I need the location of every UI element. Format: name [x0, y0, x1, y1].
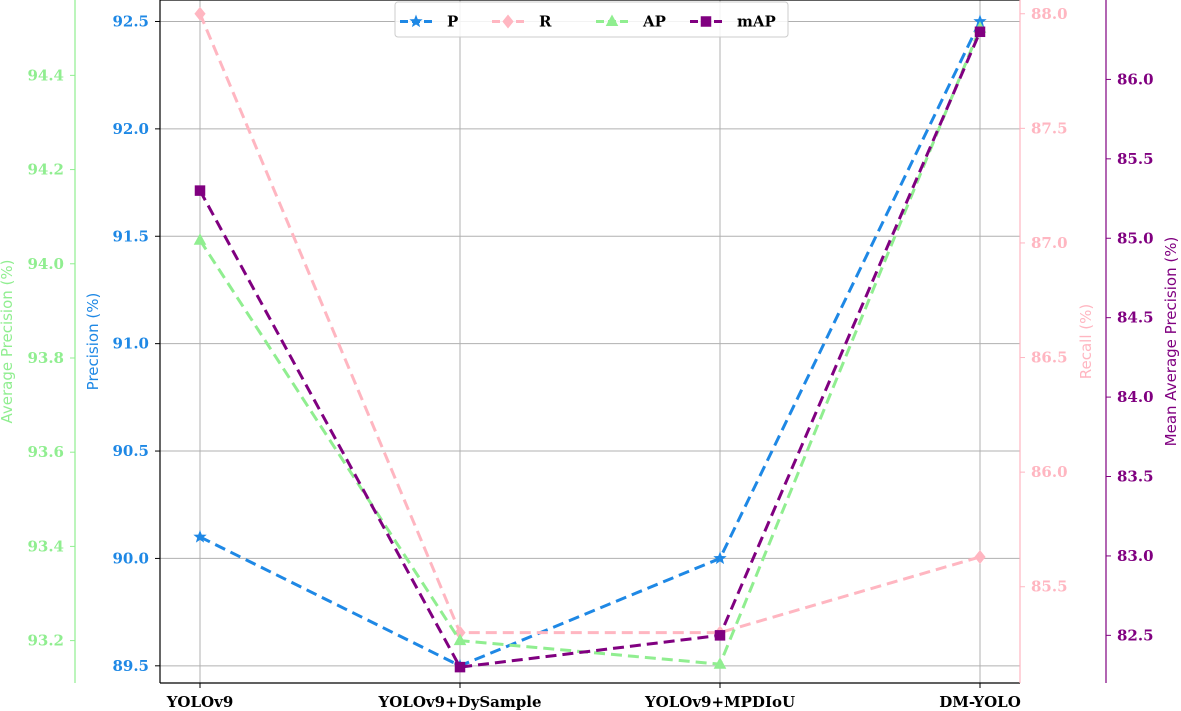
y-tick-label: 93.6: [27, 443, 64, 461]
point-p: [193, 529, 207, 543]
y-tick-label: 82.5: [1117, 626, 1154, 644]
series-line-map: [198, 31, 982, 669]
y-tick-label: 83.0: [1117, 547, 1154, 565]
point-p: [713, 551, 727, 565]
y-axis-average-precision: 93.2 93.4 93.6 93.8 94.0 94.2 94.4 Average Prec…: [0, 0, 76, 683]
legend-marker: [700, 16, 712, 27]
point-map: [454, 661, 466, 673]
series-p: [193, 14, 987, 672]
y-tick-label: 86.5: [1031, 349, 1068, 367]
legend-item-r: R: [492, 13, 552, 31]
y-tick-label: 87.0: [1031, 234, 1068, 252]
y-tick-label: 85.5: [1031, 578, 1068, 596]
legend-label: AP: [642, 13, 666, 31]
series-line-p: [199, 20, 982, 668]
plot-frame: [159, 0, 1020, 684]
legend: P R AP mAP: [394, 1, 789, 38]
y-tick-label: 93.4: [27, 537, 64, 555]
y-axis-precision: 89.5 90.0 90.5 91.0 91.5 92.0 92.5 Precision (%…: [84, 12, 160, 675]
y-tick-label: 86.0: [1031, 463, 1068, 481]
series-line-ap: [198, 27, 982, 666]
y-axis-label: Recall (%): [1077, 304, 1095, 379]
point-r: [194, 6, 206, 21]
y-tick-label: 93.8: [27, 349, 64, 367]
series-line-r: [198, 13, 981, 635]
grid: [160, 0, 1020, 683]
point-r: [974, 549, 986, 564]
point-r: [454, 625, 466, 640]
y-tick-label: 92.5: [112, 12, 149, 30]
y-tick-label: 90.5: [112, 442, 149, 460]
series-map: [194, 26, 986, 673]
y-tick-label: 91.5: [112, 227, 149, 245]
y-tick-label: 84.0: [1117, 388, 1154, 406]
point-ap: [453, 633, 467, 646]
y-tick-label: 85.5: [1117, 150, 1154, 168]
y-tick-label: 84.5: [1117, 309, 1154, 327]
y-axis-map: 82.5 83.0 83.5 84.0 84.5 85.0 85.5 86.0 Mean Ave…: [1105, 0, 1180, 683]
series-ap: [193, 21, 987, 669]
legend-marker: [502, 14, 514, 29]
y-tick-label: 88.0: [1031, 5, 1068, 23]
y-axis-recall: 85.5 86.0 86.5 87.0 87.5 88.0 Recall (%): [1019, 0, 1095, 683]
legend-item-p: P: [400, 13, 458, 31]
legend-label: mAP: [737, 13, 776, 31]
y-axis-label: Mean Average Precision (%): [1162, 237, 1180, 447]
y-tick-label: 90.0: [112, 549, 149, 567]
y-tick-label: 93.2: [27, 632, 64, 650]
x-tick-label: YOLOv9: [166, 693, 234, 711]
legend-box: [394, 1, 789, 38]
point-map: [194, 185, 206, 196]
legend-item-map: mAP: [690, 13, 776, 31]
y-axis-label: Average Precision (%): [0, 259, 16, 423]
y-tick-label: 92.0: [112, 120, 149, 138]
y-axis-label: Precision (%): [84, 293, 102, 391]
point-map: [974, 26, 986, 38]
y-tick-label: 83.5: [1117, 468, 1154, 486]
x-axis: YOLOv9 YOLOv9+DySample YOLOv9+MPDIoU DM-YOL…: [166, 683, 1021, 711]
y-tick-label: 94.4: [27, 66, 64, 84]
y-tick-label: 85.0: [1117, 229, 1154, 247]
point-ap: [193, 233, 207, 245]
legend-label: P: [447, 13, 458, 31]
x-tick-label: YOLOv9+DySample: [378, 693, 542, 711]
y-tick-label: 86.0: [1117, 70, 1154, 88]
y-tick-label: 89.5: [112, 657, 149, 675]
legend-label: R: [539, 13, 552, 31]
series-r: [194, 6, 986, 640]
legend-item-ap: AP: [596, 13, 666, 31]
x-tick-label: DM-YOLO: [939, 693, 1021, 711]
y-tick-label: 94.0: [27, 255, 64, 273]
point-p: [973, 14, 987, 28]
point-ap: [713, 657, 727, 669]
legend-marker: [605, 14, 619, 27]
point-map: [714, 630, 726, 641]
series-lines: [193, 6, 987, 673]
y-tick-label: 91.0: [112, 335, 149, 353]
x-tick-label: YOLOv9+MPDIoU: [644, 693, 795, 711]
legend-marker: [409, 14, 423, 28]
y-tick-label: 94.2: [27, 161, 64, 179]
y-tick-label: 87.5: [1031, 119, 1068, 137]
